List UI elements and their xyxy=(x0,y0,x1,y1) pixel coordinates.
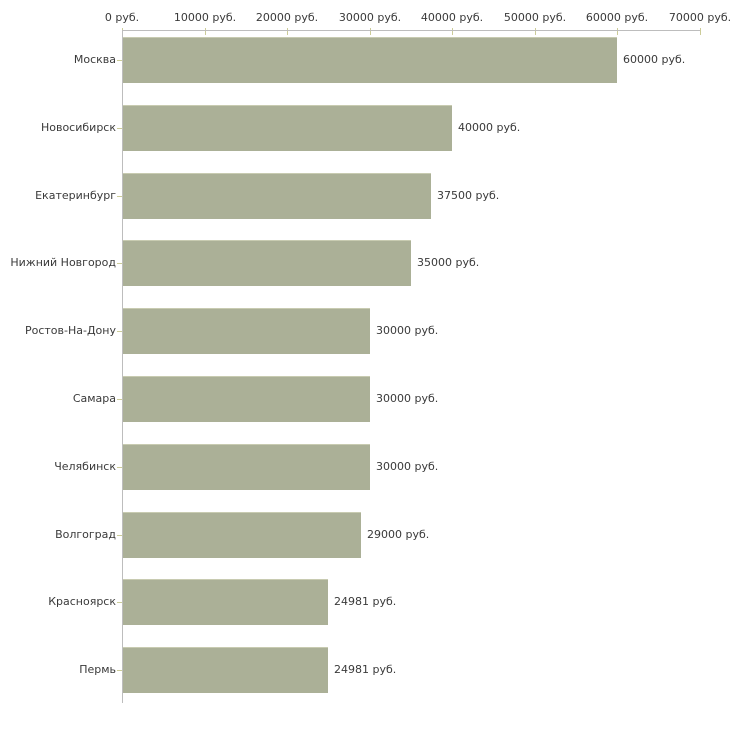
category-label: Екатеринбург xyxy=(35,189,116,202)
x-axis-tick-label: 0 руб. xyxy=(104,11,140,24)
bar-10 xyxy=(122,647,328,693)
value-label: 35000 руб. xyxy=(417,256,480,269)
value-label: 24981 руб. xyxy=(334,595,397,608)
bar-1 xyxy=(122,37,617,83)
bar-7 xyxy=(122,444,370,490)
x-axis-tick-label: 30000 руб. xyxy=(338,11,402,24)
category-tick-mark xyxy=(117,602,122,603)
value-label: 60000 руб. xyxy=(623,53,686,66)
value-label: 40000 руб. xyxy=(458,121,521,134)
category-tick-mark xyxy=(117,196,122,197)
category-tick-mark xyxy=(117,399,122,400)
category-tick-mark xyxy=(117,128,122,129)
category-label: Ростов-На-Дону xyxy=(24,324,116,337)
x-axis-line xyxy=(122,30,700,31)
x-axis-tick-mark xyxy=(452,28,453,35)
x-axis-tick-label: 20000 руб. xyxy=(255,11,319,24)
value-label: 30000 руб. xyxy=(376,460,439,473)
x-axis-tick-mark xyxy=(700,28,701,35)
category-tick-mark xyxy=(117,670,122,671)
category-label: Нижний Новгород xyxy=(10,256,116,269)
category-label: Новосибирск xyxy=(40,121,116,134)
value-label: 37500 руб. xyxy=(437,189,500,202)
value-label: 29000 руб. xyxy=(367,528,430,541)
category-tick-mark xyxy=(117,263,122,264)
x-axis-tick-label: 60000 руб. xyxy=(585,11,649,24)
x-axis-tick-mark xyxy=(287,28,288,35)
category-tick-mark xyxy=(117,535,122,536)
category-label: Челябинск xyxy=(54,460,116,473)
category-label: Самара xyxy=(72,392,116,405)
category-tick-mark xyxy=(117,331,122,332)
bar-4 xyxy=(122,240,411,286)
bar-6 xyxy=(122,376,370,422)
x-axis-tick-label: 40000 руб. xyxy=(420,11,484,24)
bar-9 xyxy=(122,579,328,625)
x-axis-tick-mark xyxy=(370,28,371,35)
category-label: Красноярск xyxy=(48,595,116,608)
bar-5 xyxy=(122,308,370,354)
x-axis-tick-label: 10000 руб. xyxy=(173,11,237,24)
bar-3 xyxy=(122,173,431,219)
value-label: 30000 руб. xyxy=(376,392,439,405)
y-axis-line xyxy=(122,30,123,703)
category-label: Москва xyxy=(73,53,116,66)
x-axis-tick-mark xyxy=(205,28,206,35)
category-tick-mark xyxy=(117,60,122,61)
bar-8 xyxy=(122,512,361,558)
category-tick-mark xyxy=(117,467,122,468)
x-axis-tick-label: 70000 руб. xyxy=(668,11,730,24)
x-axis-tick-label: 50000 руб. xyxy=(503,11,567,24)
category-label: Пермь xyxy=(79,663,116,676)
x-axis-tick-mark xyxy=(617,28,618,35)
category-label: Волгоград xyxy=(55,528,116,541)
x-axis-tick-mark xyxy=(535,28,536,35)
bar-2 xyxy=(122,105,452,151)
value-label: 30000 руб. xyxy=(376,324,439,337)
value-label: 24981 руб. xyxy=(334,663,397,676)
